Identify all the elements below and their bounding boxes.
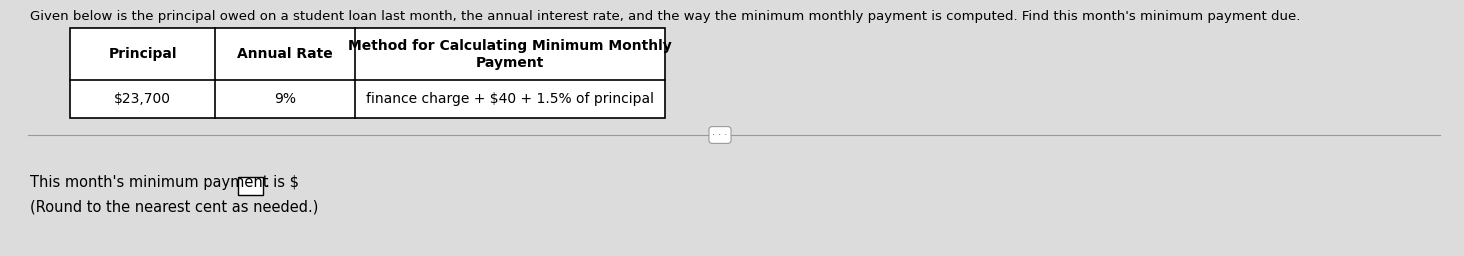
Text: (Round to the nearest cent as needed.): (Round to the nearest cent as needed.) bbox=[29, 200, 318, 215]
Text: 9%: 9% bbox=[274, 92, 296, 106]
Text: .: . bbox=[264, 175, 269, 190]
Text: $23,700: $23,700 bbox=[114, 92, 171, 106]
Text: Annual Rate: Annual Rate bbox=[237, 47, 332, 61]
Text: Given below is the principal owed on a student loan last month, the annual inter: Given below is the principal owed on a s… bbox=[29, 10, 1300, 23]
Text: Principal: Principal bbox=[108, 47, 177, 61]
Bar bbox=[70, 28, 665, 118]
Text: · · ·: · · · bbox=[713, 130, 728, 140]
Text: finance charge + $40 + 1.5% of principal: finance charge + $40 + 1.5% of principal bbox=[366, 92, 654, 106]
Text: This month's minimum payment is $: This month's minimum payment is $ bbox=[29, 175, 299, 190]
Bar bbox=[237, 177, 264, 195]
Text: Payment: Payment bbox=[476, 56, 545, 70]
Text: Method for Calculating Minimum Monthly: Method for Calculating Minimum Monthly bbox=[348, 39, 672, 53]
